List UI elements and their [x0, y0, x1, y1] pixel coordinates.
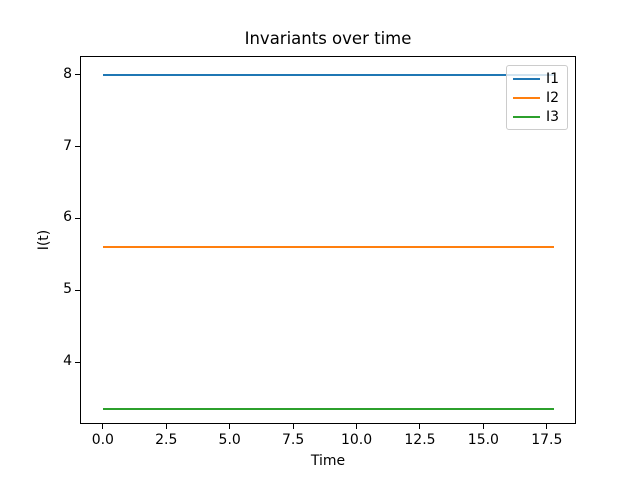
legend-line-sample-I3: [513, 115, 540, 118]
x-axis-label: Time: [310, 453, 346, 469]
legend-label-I3: I3: [546, 108, 560, 125]
x-tick-mark: [356, 424, 358, 429]
x-tick-label: 5.0: [218, 432, 241, 448]
x-tick-label: 0.0: [91, 432, 114, 448]
legend-box: I1 I2 I3: [506, 65, 568, 130]
y-tick-mark: [75, 217, 80, 219]
x-tick-label: 12.5: [404, 432, 436, 448]
x-tick-mark: [292, 424, 294, 429]
series-line-I1: [102, 73, 555, 76]
series-line-I2: [102, 246, 555, 249]
y-tick-mark: [75, 74, 80, 76]
plot-area: [80, 56, 576, 424]
y-tick-label: 6: [63, 209, 72, 226]
legend-label-I2: I2: [546, 89, 560, 106]
legend-item-I2: I2: [507, 88, 567, 107]
legend-label-I1: I1: [546, 70, 560, 87]
x-tick-mark: [102, 424, 104, 429]
x-tick-mark: [165, 424, 167, 429]
y-tick-mark: [75, 289, 80, 291]
chart-title: Invariants over time: [244, 29, 412, 48]
series-line-I3: [102, 407, 555, 410]
x-tick-mark: [546, 424, 548, 429]
x-tick-label: 2.5: [155, 432, 178, 448]
y-tick-label: 5: [63, 281, 72, 298]
y-tick-mark: [75, 361, 80, 363]
x-tick-label: 15.0: [467, 432, 499, 448]
y-tick-mark: [75, 146, 80, 148]
y-tick-label: 7: [63, 137, 72, 154]
legend-item-I1: I1: [507, 69, 567, 88]
x-tick-label: 7.5: [281, 432, 305, 448]
x-tick-label: 17.5: [531, 432, 563, 448]
legend-line-sample-I1: [513, 77, 540, 80]
legend-item-I3: I3: [507, 107, 567, 126]
x-tick-mark: [229, 424, 231, 429]
y-tick-label: 4: [63, 353, 72, 370]
x-tick-mark: [482, 424, 484, 429]
legend-line-sample-I2: [513, 96, 540, 99]
y-tick-label: 8: [63, 65, 72, 82]
x-tick-mark: [419, 424, 421, 429]
x-tick-label: 10.0: [340, 432, 373, 448]
